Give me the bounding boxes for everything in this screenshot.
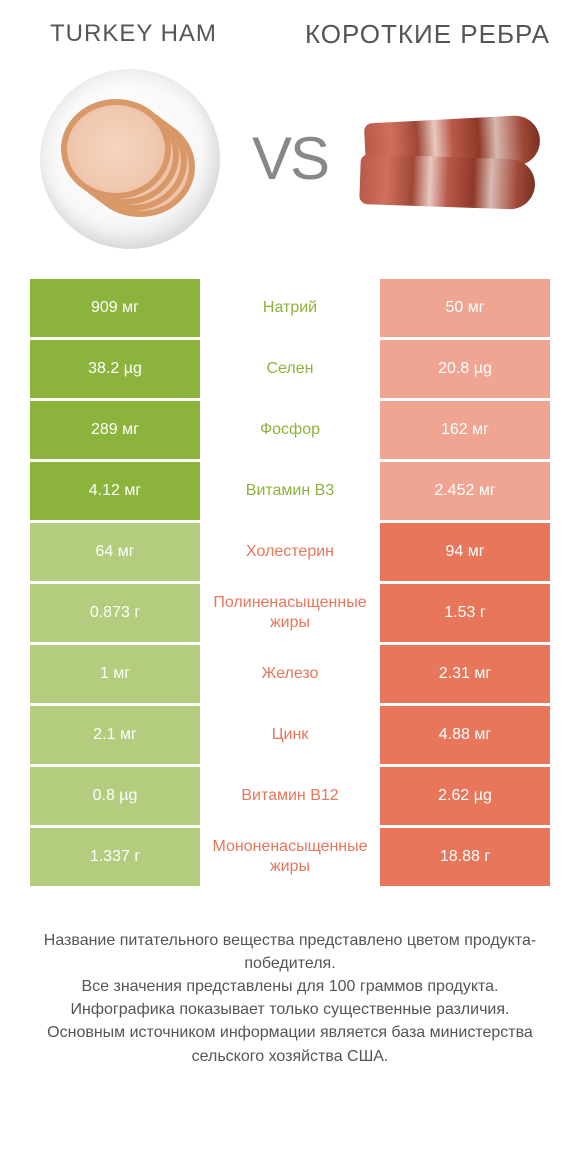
right-value: 2.31 мг [380,645,550,703]
right-value: 20.8 µg [380,340,550,398]
nutrient-label: Цинк [200,706,380,764]
right-value: 18.88 г [380,828,550,886]
images-row: VS [0,59,580,279]
ham-icon [65,99,195,219]
right-value: 1.53 г [380,584,550,642]
table-row: 0.8 µgВитамин B122.62 µg [30,767,550,825]
ribs-icon [355,99,545,219]
nutrient-label: Полиненасыщенные жиры [200,584,380,642]
nutrient-label: Селен [200,340,380,398]
left-value: 0.8 µg [30,767,200,825]
left-value: 289 мг [30,401,200,459]
right-value: 94 мг [380,523,550,581]
vs-label: VS [252,124,328,193]
right-value: 50 мг [380,279,550,337]
nutrient-label: Фосфор [200,401,380,459]
left-value: 2.1 мг [30,706,200,764]
product-right-image [350,69,550,249]
header: TURKEY HAM КОРОТКИЕ РЕБРА [0,0,580,59]
comparison-table: 909 мгНатрий50 мг38.2 µgСелен20.8 µg289 … [0,279,580,886]
nutrient-label: Железо [200,645,380,703]
footer-note: Название питательного вещества представл… [0,889,580,1088]
nutrient-label: Витамин B3 [200,462,380,520]
left-value: 909 мг [30,279,200,337]
right-value: 162 мг [380,401,550,459]
table-row: 0.873 гПолиненасыщенные жиры1.53 г [30,584,550,642]
table-row: 2.1 мгЦинк4.88 мг [30,706,550,764]
right-value: 2.452 мг [380,462,550,520]
right-value: 2.62 µg [380,767,550,825]
nutrient-label: Натрий [200,279,380,337]
table-row: 4.12 мгВитамин B32.452 мг [30,462,550,520]
left-value: 1 мг [30,645,200,703]
table-row: 909 мгНатрий50 мг [30,279,550,337]
table-row: 1 мгЖелезо2.31 мг [30,645,550,703]
product-left-image [30,69,230,249]
nutrient-label: Холестерин [200,523,380,581]
left-value: 1.337 г [30,828,200,886]
right-value: 4.88 мг [380,706,550,764]
nutrient-label: Мононенасыщенные жиры [200,828,380,886]
product-right-title: КОРОТКИЕ РЕБРА [305,20,550,49]
left-value: 38.2 µg [30,340,200,398]
left-value: 64 мг [30,523,200,581]
table-row: 38.2 µgСелен20.8 µg [30,340,550,398]
table-row: 1.337 гМононенасыщенные жиры18.88 г [30,828,550,886]
product-left-title: TURKEY HAM [50,20,217,48]
left-value: 4.12 мг [30,462,200,520]
plate-icon [40,69,220,249]
left-value: 0.873 г [30,584,200,642]
nutrient-label: Витамин B12 [200,767,380,825]
table-row: 289 мгФосфор162 мг [30,401,550,459]
table-row: 64 мгХолестерин94 мг [30,523,550,581]
